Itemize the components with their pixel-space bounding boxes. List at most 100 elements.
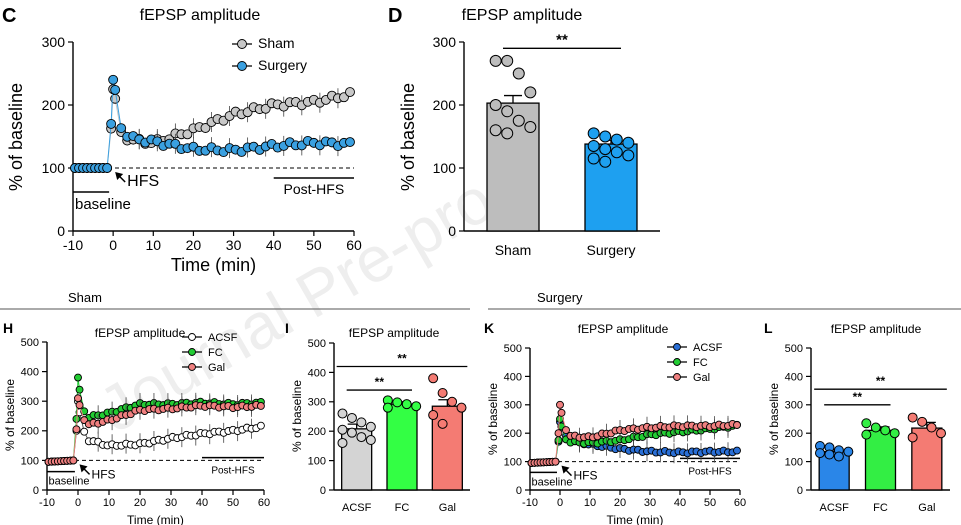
significance-label: ** bbox=[397, 352, 407, 366]
post-hfs-label: Post-HFS bbox=[284, 181, 345, 197]
x-axis-label: Time (min) bbox=[607, 513, 664, 525]
y-tick-label: 500 bbox=[21, 337, 39, 349]
hfs-arrowhead bbox=[115, 172, 124, 180]
scatter-point-fc bbox=[411, 401, 422, 412]
scatter-point-sham bbox=[501, 105, 514, 118]
baseline-label: baseline bbox=[49, 476, 90, 488]
y-tick-label: 300 bbox=[785, 400, 803, 412]
x-tick-label: 10 bbox=[145, 237, 161, 253]
y-tick-label: 0 bbox=[516, 485, 522, 497]
y-axis-label: % of baseline bbox=[767, 383, 781, 455]
scatter-point-acsf bbox=[337, 408, 348, 419]
x-axis-label: Time (min) bbox=[171, 255, 256, 275]
hfs-arrowhead bbox=[79, 464, 88, 473]
y-tick-label: 100 bbox=[308, 455, 326, 467]
x-tick-label: 0 bbox=[109, 237, 117, 253]
data-point-gal bbox=[551, 457, 560, 466]
y-axis-label: % of baseline bbox=[290, 380, 304, 452]
panel-label: C bbox=[2, 5, 16, 27]
legend-label: Surgery bbox=[258, 57, 307, 73]
baseline-label: baseline bbox=[532, 476, 573, 488]
scatter-point-acsf bbox=[356, 417, 367, 428]
hfs-arrowhead bbox=[561, 465, 570, 474]
scatter-point-fc bbox=[861, 429, 872, 440]
scatter-point-gal bbox=[428, 410, 439, 421]
data-point-acsf bbox=[733, 446, 741, 455]
data-point-fc bbox=[74, 373, 82, 382]
scatter-point-surgery bbox=[610, 133, 623, 146]
bar-chart-I: 0 100 200 300 400 500 % of baseline fEPSP ampli… bbox=[285, 320, 470, 514]
hfs-label: HFS bbox=[127, 173, 159, 190]
x-tick-label: -10 bbox=[39, 497, 55, 509]
y-axis-label: % of baseline bbox=[3, 379, 17, 451]
y-tick-label: 400 bbox=[21, 366, 39, 378]
legend-marker bbox=[237, 61, 247, 71]
x-tick-label: 0 bbox=[75, 497, 81, 509]
x-tick-label: 50 bbox=[704, 497, 716, 509]
data-point-gal bbox=[75, 401, 84, 410]
significance-label: ** bbox=[375, 375, 385, 389]
scatter-point-sham bbox=[524, 121, 537, 134]
chart-title: fEPSP amplitude bbox=[349, 326, 440, 340]
x-axis-label: Time (min) bbox=[127, 513, 184, 525]
sham-group-label: Sham bbox=[68, 290, 102, 305]
scatter-point-gal bbox=[437, 418, 448, 429]
chart-title: fEPSP amplitude bbox=[95, 326, 186, 340]
scatter-point-fc bbox=[880, 425, 891, 436]
y-tick-label: 300 bbox=[308, 397, 326, 409]
scatter-point-surgery bbox=[587, 139, 600, 152]
scatter-point-surgery bbox=[622, 136, 635, 149]
legend-label: FC bbox=[208, 347, 223, 359]
data-point-gal bbox=[733, 421, 741, 429]
x-tick-label: -10 bbox=[63, 237, 83, 253]
scatter-point-sham bbox=[489, 99, 502, 111]
data-point-surgery bbox=[106, 118, 117, 129]
x-tick-label: 40 bbox=[266, 237, 282, 253]
y-tick-label: 200 bbox=[21, 426, 39, 438]
scatter-point-surgery bbox=[622, 149, 635, 162]
scatter-point-gal bbox=[926, 422, 937, 433]
bar-gal bbox=[431, 405, 463, 491]
scatter-point-acsf bbox=[843, 446, 854, 457]
scatter-point-acsf bbox=[365, 421, 376, 432]
x-tick-label: 40 bbox=[674, 497, 686, 509]
scatter-point-fc bbox=[401, 399, 412, 410]
data-point-gal bbox=[256, 402, 265, 410]
data-point-surgery bbox=[108, 74, 119, 85]
bar-chart-D: 0 100 200 300 % of baseline fEPSP amplitude D S… bbox=[388, 5, 660, 258]
data-point-acsf bbox=[256, 421, 265, 430]
legend-label: Gal bbox=[693, 372, 710, 384]
hfs-label: HFS bbox=[92, 467, 116, 481]
scatter-point-acsf bbox=[337, 424, 348, 435]
y-tick-label: 100 bbox=[785, 456, 803, 468]
scatter-point-gal bbox=[936, 428, 947, 439]
x-tick-label: 30 bbox=[644, 497, 656, 509]
x-tick-label: 50 bbox=[306, 237, 322, 253]
legend-label: ACSF bbox=[208, 332, 238, 344]
data-point-gal bbox=[557, 408, 566, 417]
hfs-label: HFS bbox=[574, 469, 598, 483]
scatter-point-surgery bbox=[587, 127, 600, 140]
scatter-point-acsf bbox=[356, 432, 367, 443]
panel-label: H bbox=[3, 320, 13, 336]
x-tick-label: 20 bbox=[134, 497, 146, 509]
panel-label: D bbox=[388, 5, 402, 27]
data-point-surgery bbox=[110, 84, 121, 95]
legend-label: FC bbox=[693, 357, 708, 369]
data-point-sham bbox=[345, 87, 355, 97]
scatter-point-sham bbox=[489, 54, 502, 67]
category-label: Sham bbox=[495, 242, 532, 258]
category-label: ACSF bbox=[819, 502, 849, 514]
y-tick-label: 200 bbox=[785, 428, 803, 440]
scatter-point-acsf bbox=[833, 451, 844, 462]
data-point-gal bbox=[556, 400, 564, 409]
category-label: Gal bbox=[918, 502, 935, 514]
scatter-point-surgery bbox=[610, 146, 623, 159]
baseline-label: baseline bbox=[75, 196, 131, 213]
data-point-sham bbox=[182, 129, 193, 140]
data-point-gal bbox=[562, 426, 570, 435]
scatter-point-gal bbox=[428, 373, 439, 384]
